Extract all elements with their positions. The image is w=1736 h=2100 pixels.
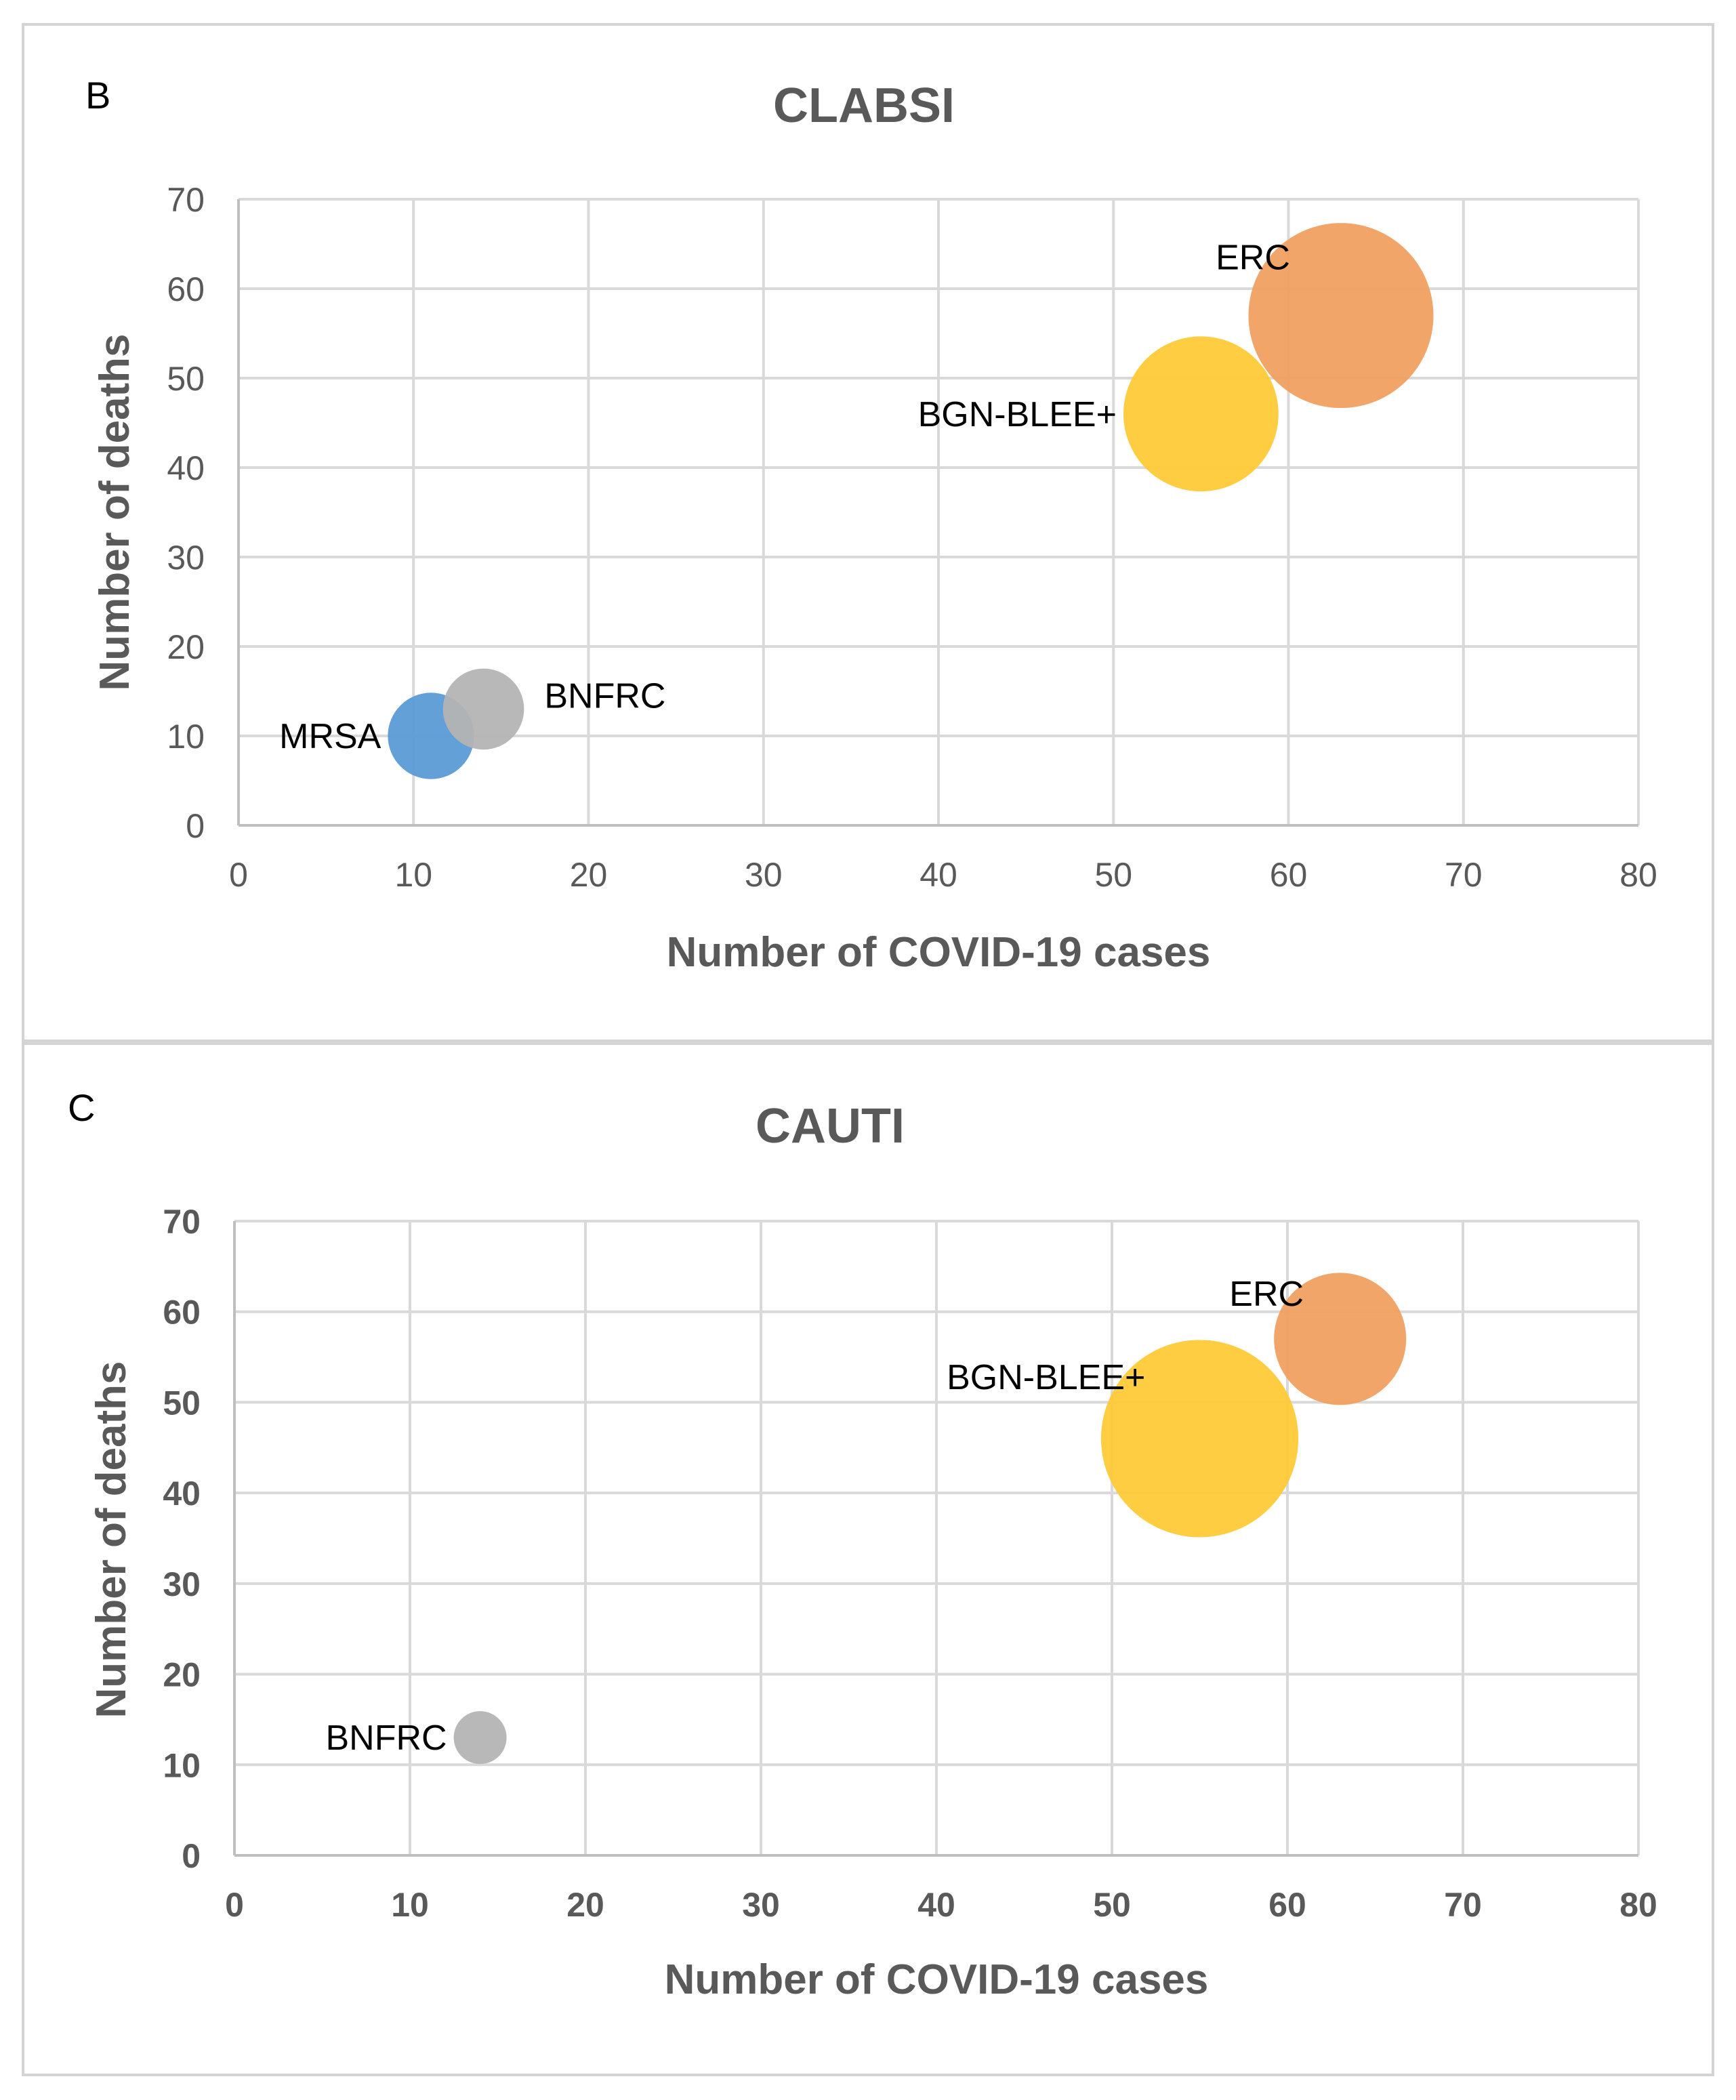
bubble-label: ERC — [1216, 238, 1290, 277]
bubble-bgn-blee — [1100, 1340, 1299, 1538]
x-tick-label: 0 — [225, 1886, 244, 1924]
bubble-label: BGN-BLEE+ — [947, 1358, 1145, 1397]
bubble-label: BGN-BLEE+ — [918, 395, 1117, 434]
bubble-bgn-blee — [1123, 336, 1279, 492]
y-tick-label: 50 — [163, 1384, 201, 1422]
y-axis-title: Number of deaths — [88, 1361, 135, 1718]
tick-labels: 0 10 20 30 40 50 60 70 80 0 10 20 30 40 50 60 70 — [163, 1203, 1657, 1924]
y-tick-label: 40 — [163, 1475, 201, 1512]
y-tick-label: 20 — [163, 1656, 201, 1694]
x-tick-label: 40 — [919, 856, 957, 894]
y-tick-label: 40 — [167, 449, 205, 487]
x-tick-label: 80 — [1619, 856, 1657, 894]
x-tick-label: 10 — [391, 1886, 429, 1924]
panel-letter: B — [85, 74, 110, 117]
y-tick-label: 70 — [163, 1203, 201, 1241]
bubble-label: ERC — [1229, 1275, 1304, 1314]
bubble-erc — [1274, 1273, 1407, 1405]
x-tick-label: 20 — [570, 856, 608, 894]
bubble-label: BNFRC — [544, 676, 665, 716]
panel-frame — [22, 23, 1714, 1042]
x-tick-label: 80 — [1619, 1886, 1657, 1924]
x-tick-label: 50 — [1093, 1886, 1131, 1924]
y-tick-label: 50 — [167, 360, 205, 398]
y-tick-label: 30 — [167, 539, 205, 577]
x-tick-label: 30 — [742, 1886, 780, 1924]
bubble-label: MRSA — [279, 717, 381, 756]
panel-letter: C — [68, 1086, 95, 1129]
bubbles — [388, 223, 1434, 779]
y-tick-label: 0 — [186, 807, 205, 845]
x-tick-label: 0 — [229, 856, 248, 894]
y-tick-label: 30 — [163, 1565, 201, 1603]
y-tick-label: 10 — [167, 718, 205, 756]
x-axis-title: Number of COVID-19 cases — [667, 929, 1211, 976]
bubbles — [453, 1273, 1407, 1765]
x-tick-label: 20 — [566, 1886, 604, 1924]
y-tick-label: 70 — [167, 181, 205, 219]
x-tick-label: 60 — [1268, 1886, 1306, 1924]
x-tick-label: 40 — [917, 1886, 955, 1924]
y-tick-label: 60 — [163, 1294, 201, 1332]
bubble-label: BNFRC — [325, 1718, 447, 1758]
x-tick-label: 50 — [1094, 856, 1132, 894]
panel-clabsi: B CLABSI 0 10 20 30 40 50 60 70 80 0 10 20 30 40 50 60 7… — [22, 23, 1714, 1042]
y-tick-label: 20 — [167, 628, 205, 666]
tick-labels: 0 10 20 30 40 50 60 70 80 0 10 20 30 40 50 60 70 — [167, 181, 1657, 894]
x-tick-label: 30 — [745, 856, 783, 894]
x-tick-label: 10 — [394, 856, 432, 894]
bubble-labels: ERC BGN-BLEE+ BNFRC MRSA — [279, 238, 1290, 756]
y-tick-label: 0 — [182, 1837, 201, 1875]
y-tick-label: 60 — [167, 270, 205, 308]
x-tick-label: 70 — [1444, 1886, 1482, 1924]
axes — [233, 1221, 1638, 1857]
x-tick-label: 70 — [1445, 856, 1483, 894]
panel-cauti: C CAUTI 0 10 20 30 40 50 60 70 80 0 10 20 30 40 50 60 70… — [22, 1042, 1714, 2076]
y-tick-label: 10 — [163, 1746, 201, 1784]
bubble-bnfrc — [453, 1711, 507, 1765]
bubble-bnfrc — [442, 668, 524, 750]
chart-title: CLABSI — [773, 79, 955, 133]
x-axis-title: Number of COVID-19 cases — [665, 1956, 1209, 2003]
y-axis-title: Number of deaths — [91, 333, 138, 691]
x-tick-label: 60 — [1270, 856, 1308, 894]
panel-frame — [22, 1042, 1714, 2076]
bubble-labels: ERC BGN-BLEE+ BNFRC — [325, 1275, 1304, 1758]
chart-title: CAUTI — [756, 1099, 905, 1153]
axes — [237, 199, 1638, 827]
bubble-erc — [1248, 223, 1434, 409]
